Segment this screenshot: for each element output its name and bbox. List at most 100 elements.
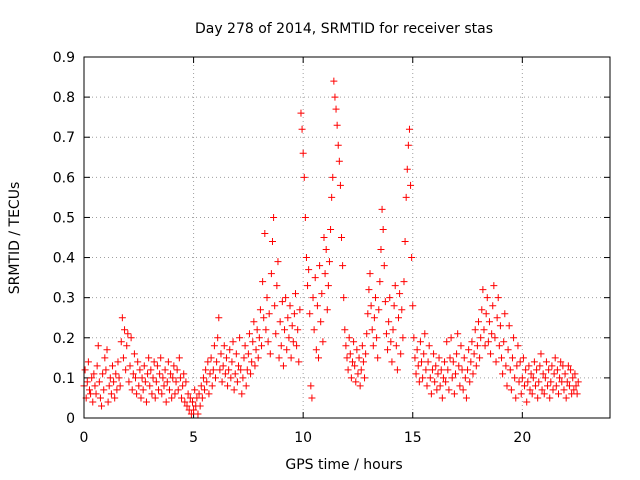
data-point bbox=[156, 370, 164, 378]
data-point bbox=[382, 330, 390, 338]
data-point bbox=[108, 362, 116, 370]
data-point bbox=[522, 366, 530, 374]
data-point bbox=[233, 378, 241, 386]
data-point bbox=[484, 338, 492, 346]
data-point bbox=[323, 306, 331, 314]
data-point bbox=[186, 394, 194, 402]
data-point bbox=[507, 386, 515, 394]
data-point bbox=[549, 386, 557, 394]
data-point bbox=[168, 394, 176, 402]
data-point bbox=[106, 374, 114, 382]
data-point bbox=[202, 366, 210, 374]
data-point bbox=[93, 362, 101, 370]
data-point bbox=[107, 390, 115, 398]
data-point bbox=[469, 370, 477, 378]
data-point bbox=[272, 330, 280, 338]
data-point bbox=[88, 374, 96, 382]
data-point bbox=[361, 374, 369, 382]
data-point bbox=[182, 378, 190, 386]
data-point bbox=[159, 374, 167, 382]
data-point bbox=[118, 314, 126, 322]
data-point bbox=[144, 370, 152, 378]
data-point bbox=[364, 310, 372, 318]
data-point bbox=[456, 382, 464, 390]
data-point bbox=[203, 378, 211, 386]
data-point bbox=[393, 366, 401, 374]
data-point bbox=[438, 394, 446, 402]
data-point bbox=[253, 326, 261, 334]
data-point bbox=[517, 390, 525, 398]
data-point bbox=[552, 382, 560, 390]
data-point bbox=[325, 258, 333, 266]
data-point bbox=[208, 382, 216, 390]
data-point bbox=[124, 330, 132, 338]
data-point bbox=[142, 398, 150, 406]
data-point bbox=[420, 350, 428, 358]
data-point bbox=[213, 358, 221, 366]
data-point bbox=[229, 338, 237, 346]
data-point bbox=[530, 358, 538, 366]
data-point bbox=[115, 374, 123, 382]
data-point bbox=[103, 346, 111, 354]
data-point bbox=[416, 338, 424, 346]
data-point bbox=[557, 358, 565, 366]
data-point bbox=[244, 350, 252, 358]
data-point bbox=[564, 362, 572, 370]
data-point bbox=[505, 322, 513, 330]
data-point bbox=[145, 354, 153, 362]
data-point bbox=[191, 386, 199, 394]
data-point bbox=[407, 181, 415, 189]
data-point bbox=[114, 358, 122, 366]
data-point bbox=[548, 362, 556, 370]
data-point bbox=[288, 322, 296, 330]
data-point bbox=[290, 310, 298, 318]
data-point bbox=[183, 402, 191, 410]
data-point bbox=[336, 181, 344, 189]
data-point bbox=[256, 306, 264, 314]
data-point bbox=[534, 394, 542, 402]
data-point bbox=[284, 314, 292, 322]
data-point bbox=[570, 386, 578, 394]
data-point bbox=[572, 382, 580, 390]
data-point bbox=[169, 374, 177, 382]
x-axis-title: GPS time / hours bbox=[285, 457, 402, 473]
data-point bbox=[243, 366, 251, 374]
data-point bbox=[493, 314, 501, 322]
data-point bbox=[279, 362, 287, 370]
data-point bbox=[282, 294, 290, 302]
data-point bbox=[556, 374, 564, 382]
data-point bbox=[377, 246, 385, 254]
data-point bbox=[104, 398, 112, 406]
data-point bbox=[260, 314, 268, 322]
y-tick-label: 0.5 bbox=[53, 210, 75, 226]
data-point bbox=[263, 294, 271, 302]
data-point bbox=[537, 350, 545, 358]
data-point bbox=[487, 350, 495, 358]
data-point bbox=[427, 390, 435, 398]
data-point bbox=[228, 358, 236, 366]
data-point bbox=[265, 310, 273, 318]
data-point bbox=[139, 386, 147, 394]
data-point bbox=[518, 374, 526, 382]
data-point bbox=[289, 338, 297, 346]
data-point bbox=[352, 378, 360, 386]
data-point bbox=[404, 141, 412, 149]
data-point bbox=[267, 270, 275, 278]
data-point bbox=[342, 342, 350, 350]
data-point bbox=[327, 225, 335, 233]
data-point bbox=[83, 378, 91, 386]
chart-title: Day 278 of 2014, SRMTID for receiver sta… bbox=[195, 21, 493, 37]
data-point bbox=[163, 378, 171, 386]
data-point bbox=[403, 165, 411, 173]
data-point bbox=[335, 157, 343, 165]
data-point bbox=[330, 77, 338, 85]
data-point bbox=[476, 354, 484, 362]
data-point bbox=[498, 354, 506, 362]
data-point bbox=[209, 366, 217, 374]
data-point bbox=[441, 358, 449, 366]
data-point bbox=[254, 354, 262, 362]
y-tick-label: 0.7 bbox=[53, 130, 75, 146]
data-point bbox=[430, 350, 438, 358]
data-point bbox=[386, 294, 394, 302]
